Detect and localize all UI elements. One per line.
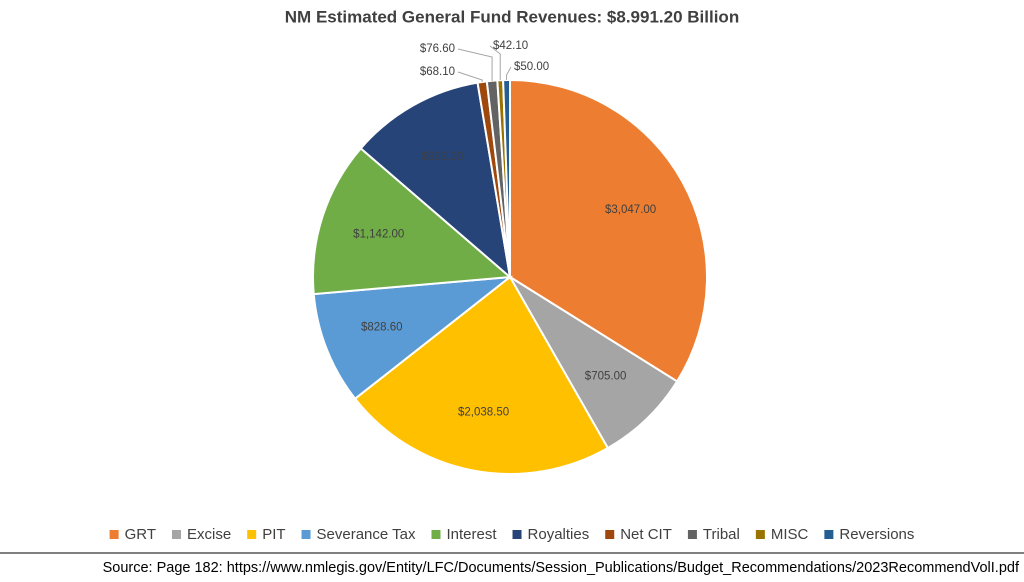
pie-slice	[312, 275, 514, 401]
legend-swatch	[605, 530, 615, 539]
legend-label: Severance Tax	[317, 526, 416, 543]
leader-line	[506, 66, 512, 81]
pie-slice	[509, 78, 708, 383]
data-label: $68.10	[420, 66, 455, 78]
leader-line	[489, 45, 501, 81]
legend-label: Interest	[446, 526, 497, 543]
leader-line	[457, 71, 483, 82]
legend-swatch	[172, 530, 182, 539]
legend-label: Net CIT	[620, 526, 672, 543]
data-label: $76.60	[420, 43, 455, 55]
data-label: $705.00	[585, 370, 627, 382]
legend-swatch	[109, 530, 119, 539]
data-label: $1,142.00	[353, 229, 404, 241]
pie-slice	[353, 275, 610, 475]
legend-label: Tribal	[703, 526, 740, 543]
data-label: $828.60	[361, 322, 403, 334]
legend-label: Reversions	[839, 526, 914, 543]
pie-slice	[312, 147, 513, 296]
pie-slice	[359, 81, 512, 280]
legend-swatch	[431, 530, 441, 539]
chart-title: NM Estimated General Fund Revenues: $8.9…	[285, 7, 739, 26]
data-label: $50.00	[514, 61, 549, 73]
data-label: $42.10	[493, 40, 528, 52]
legend-label: MISC	[771, 526, 809, 543]
legend-label: Excise	[187, 526, 231, 543]
source-note: Source: Page 182: https://www.nmlegis.go…	[103, 560, 1020, 576]
legend-swatch	[247, 530, 257, 539]
legend-label: Royalties	[528, 526, 590, 543]
legend-swatch	[687, 530, 697, 539]
pie-slice	[509, 276, 679, 450]
leader-line	[457, 48, 493, 81]
legend-swatch	[824, 530, 834, 539]
legend-label: GRT	[125, 526, 156, 543]
legend-label: PIT	[262, 526, 285, 543]
data-label: $2,038.50	[458, 406, 509, 418]
data-label: $993.30	[422, 151, 464, 163]
data-label: $3,047.00	[605, 204, 656, 216]
legend-swatch	[301, 530, 311, 539]
legend-swatch	[755, 530, 765, 539]
legend-swatch	[512, 530, 522, 539]
